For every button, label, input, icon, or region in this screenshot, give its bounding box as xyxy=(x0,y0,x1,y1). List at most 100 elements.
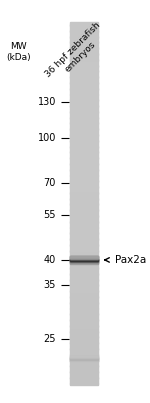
Bar xyxy=(70,288,98,289)
Bar xyxy=(70,276,98,277)
Bar xyxy=(70,116,98,118)
Bar xyxy=(70,152,98,154)
Bar xyxy=(70,83,98,85)
Bar xyxy=(70,85,98,86)
Bar xyxy=(70,138,98,139)
Bar xyxy=(70,160,98,161)
Bar xyxy=(70,337,98,339)
Bar xyxy=(70,314,98,316)
Bar xyxy=(70,301,98,303)
Bar xyxy=(70,139,98,141)
Bar xyxy=(70,75,98,77)
Bar xyxy=(70,112,98,114)
Bar xyxy=(70,357,98,358)
Bar xyxy=(70,320,98,322)
Bar xyxy=(70,335,98,337)
Bar xyxy=(70,283,98,285)
Bar xyxy=(70,180,98,182)
Bar xyxy=(70,123,98,125)
Bar xyxy=(70,108,98,109)
Text: 25: 25 xyxy=(43,334,56,343)
Bar xyxy=(70,149,98,150)
Bar xyxy=(70,198,98,200)
Bar xyxy=(70,306,98,307)
Bar xyxy=(70,65,98,67)
Text: 70: 70 xyxy=(44,178,56,187)
Bar xyxy=(70,245,98,247)
Bar xyxy=(70,156,98,158)
Bar xyxy=(70,323,98,324)
Bar xyxy=(70,24,98,26)
Bar xyxy=(70,353,98,355)
Bar xyxy=(70,231,98,233)
Bar xyxy=(70,282,98,283)
Bar xyxy=(70,318,98,320)
Bar xyxy=(70,41,98,43)
Bar xyxy=(70,279,98,281)
Bar xyxy=(70,60,98,62)
Bar xyxy=(70,175,98,177)
Bar xyxy=(70,365,98,367)
Bar xyxy=(70,199,98,201)
Bar xyxy=(70,258,98,259)
Bar xyxy=(70,22,98,23)
Bar xyxy=(70,117,98,119)
Bar xyxy=(70,326,98,328)
Bar xyxy=(70,293,98,294)
Bar xyxy=(70,122,98,124)
Bar xyxy=(70,39,98,40)
Bar xyxy=(70,54,98,56)
Bar xyxy=(70,383,98,385)
Bar xyxy=(70,50,98,51)
Bar xyxy=(70,220,98,222)
Bar xyxy=(70,372,98,374)
Bar xyxy=(70,289,98,291)
Bar xyxy=(70,131,98,132)
Bar xyxy=(70,222,98,224)
Bar xyxy=(70,285,98,287)
Text: 36 hpf zebrafish
embryos: 36 hpf zebrafish embryos xyxy=(44,21,110,87)
Bar xyxy=(70,345,98,346)
Bar xyxy=(70,237,98,239)
Bar xyxy=(70,46,98,48)
Bar xyxy=(70,48,98,50)
Bar xyxy=(70,204,98,206)
Bar xyxy=(70,28,98,29)
Bar xyxy=(70,179,98,181)
Bar xyxy=(70,351,98,352)
Bar xyxy=(70,241,98,242)
Bar xyxy=(70,330,98,332)
Bar xyxy=(70,64,98,66)
Bar xyxy=(70,238,98,240)
Bar xyxy=(70,302,98,304)
Bar xyxy=(70,203,98,205)
Bar xyxy=(70,154,98,155)
Bar xyxy=(70,271,98,272)
Bar xyxy=(70,280,98,282)
Bar xyxy=(70,145,98,147)
Bar xyxy=(70,118,98,120)
Bar xyxy=(70,287,98,288)
Bar xyxy=(70,185,98,187)
Bar xyxy=(70,267,98,269)
Bar xyxy=(70,340,98,341)
Bar xyxy=(70,312,98,314)
Bar xyxy=(70,66,98,68)
Text: 100: 100 xyxy=(38,133,56,143)
Bar xyxy=(70,23,98,25)
Bar xyxy=(70,368,98,369)
Bar xyxy=(70,325,98,327)
Bar xyxy=(70,189,98,190)
Bar xyxy=(70,307,98,309)
Bar xyxy=(70,354,98,356)
Bar xyxy=(70,126,98,127)
Bar xyxy=(70,37,98,39)
Bar xyxy=(70,82,98,84)
Bar xyxy=(70,183,98,184)
Bar xyxy=(70,278,98,280)
Bar xyxy=(70,31,98,33)
Bar xyxy=(70,346,98,347)
Bar xyxy=(70,290,98,292)
Bar xyxy=(70,115,98,116)
Bar xyxy=(70,334,98,335)
